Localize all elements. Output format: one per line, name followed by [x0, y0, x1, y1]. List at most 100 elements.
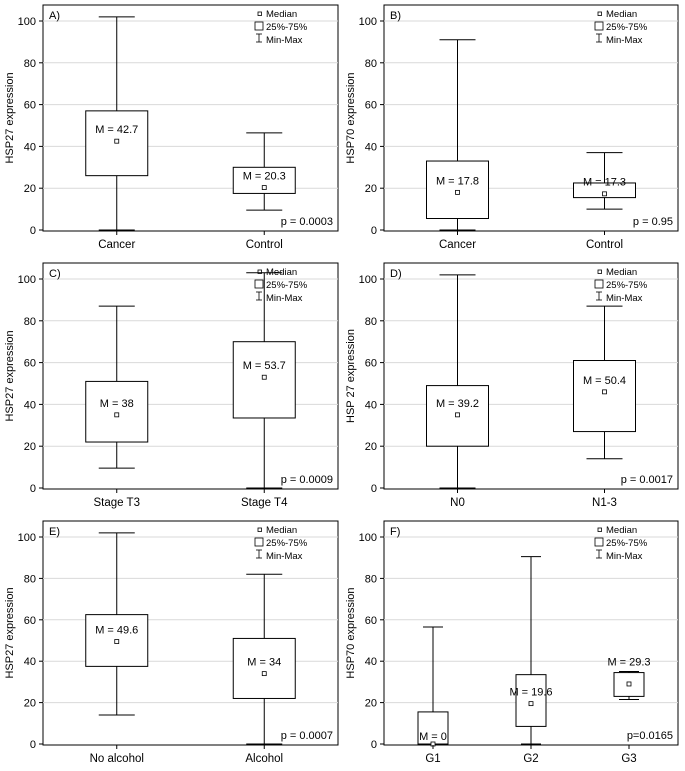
legend-box-marker [594, 279, 604, 289]
legend-box-label: 25%-75% [266, 538, 308, 549]
median-marker [602, 389, 607, 395]
legend-whisker-label: Min-Max [606, 35, 643, 46]
legend-box-label: 25%-75% [266, 22, 308, 33]
p-value-label: p = 0.0007 [281, 730, 333, 742]
box-g3: M = 29.3 G3 [607, 657, 650, 765]
median-marker [114, 412, 120, 418]
y-tick-label: 40 [365, 399, 377, 411]
y-tick-label: 60 [24, 615, 36, 627]
panel-f: 0 20 40 60 80 100 HSP70 expression F) Median 25%-… [345, 520, 679, 765]
y-tick-label: 100 [18, 532, 36, 544]
median-marker [455, 412, 460, 418]
legend-box-marker [254, 279, 264, 289]
y-tick-label: 20 [365, 698, 377, 710]
x-tick-label: Cancer [98, 239, 135, 251]
legend-whisker-label: Min-Max [266, 551, 303, 562]
median-marker [626, 681, 632, 687]
x-tick-label: N0 [450, 497, 465, 509]
legend-median-marker [257, 11, 262, 16]
y-tick-label: 80 [24, 573, 36, 585]
panel-a: 0 20 40 60 80 100 HSP27 expression A) Median 25%-… [4, 4, 339, 251]
box-control: M = 20.3 Control [232, 132, 296, 251]
p-value-label: p = 0.0003 [281, 216, 333, 228]
mean-label: M = 0 [419, 731, 447, 743]
median-marker [602, 191, 607, 197]
box-no-alcohol: M = 49.6 No alcohol [85, 532, 149, 765]
x-tick-label: G3 [621, 753, 636, 765]
iqr-box [573, 182, 636, 199]
legend-median-marker [257, 269, 262, 274]
legend-box-label: 25%-75% [606, 280, 648, 291]
iqr-box [426, 160, 489, 220]
legend-box-label: 25%-75% [606, 22, 648, 33]
legend-median-label: Median [606, 525, 637, 536]
x-tick-label: Alcohol [245, 753, 283, 765]
panel-d: 0 20 40 60 80 100 HSP 27 expression D) Median 25%… [345, 262, 679, 509]
mean-label: M = 53.7 [243, 360, 286, 372]
legend-whisker-label: Min-Max [266, 35, 303, 46]
box-control: M = 17.3 Control [573, 152, 636, 251]
x-tick-label: Cancer [439, 239, 476, 251]
mean-label: M = 50.4 [583, 375, 626, 387]
box-cancer: M = 17.8 Cancer [426, 39, 489, 251]
median-marker [455, 189, 460, 195]
median-marker [261, 374, 267, 380]
legend-median-label: Median [606, 267, 637, 278]
box-stage-t4: M = 53.7 Stage T4 [232, 272, 296, 509]
y-tick-label: 0 [30, 483, 36, 495]
y-tick-label: 20 [24, 698, 36, 710]
x-tick-label: N1-3 [592, 497, 617, 509]
legend-median-marker [597, 527, 602, 532]
p-value-label: p = 0.0009 [281, 474, 333, 486]
y-tick-label: 100 [359, 532, 377, 544]
panel-label: B) [390, 10, 401, 22]
iqr-box [232, 637, 296, 699]
median-marker [114, 138, 120, 144]
panel-label: A) [49, 10, 60, 22]
mean-label: M = 19.6 [509, 687, 552, 699]
box-stage-t3: M = 38 Stage T3 [85, 305, 149, 509]
panel-label: C) [49, 268, 61, 280]
box-g2: M = 19.6 G2 [509, 556, 553, 765]
y-tick-label: 80 [365, 58, 377, 70]
y-axis-label: HSP27 expression [4, 587, 16, 678]
y-axis-label: HSP70 expression [345, 587, 357, 678]
panel-label: E) [49, 526, 60, 538]
y-tick-label: 80 [24, 316, 36, 328]
y-tick-label: 40 [24, 656, 36, 668]
panel-label: F) [390, 526, 400, 538]
p-value-label: p = 0.0017 [621, 474, 673, 486]
legend-median-label: Median [606, 9, 637, 20]
legend-box-marker [254, 21, 264, 31]
iqr-box [573, 360, 636, 433]
mean-label: M = 17.3 [583, 176, 626, 188]
legend-whisker-label: Min-Max [266, 293, 303, 304]
y-tick-label: 100 [359, 16, 377, 28]
mean-label: M = 38 [100, 398, 134, 410]
y-tick-label: 20 [24, 441, 36, 453]
mean-label: M = 42.7 [95, 124, 138, 136]
x-tick-label: G2 [523, 753, 538, 765]
box-n0: M = 39.2 N0 [426, 274, 489, 509]
y-tick-label: 60 [24, 100, 36, 112]
box-n1-3: M = 50.4 N1-3 [573, 305, 636, 509]
x-tick-label: Stage T3 [94, 497, 140, 509]
panel-b: 0 20 40 60 80 100 HSP70 expression B) Median 25%-… [345, 4, 679, 251]
legend-median-label: Median [266, 9, 297, 20]
box-g1: M = 0 G1 [417, 626, 449, 765]
legend-box-marker [254, 537, 264, 547]
box-cancer: M = 42.7 Cancer [85, 16, 149, 251]
median-marker [528, 701, 534, 707]
y-tick-label: 100 [359, 274, 377, 286]
median-marker [261, 671, 267, 677]
y-tick-label: 60 [365, 358, 377, 370]
mean-label: M = 20.3 [243, 171, 286, 183]
y-tick-label: 0 [30, 225, 36, 237]
y-tick-label: 40 [365, 141, 377, 153]
y-tick-label: 80 [24, 58, 36, 70]
panel-e: 0 20 40 60 80 100 HSP27 expression E) Median 25%-… [4, 520, 339, 765]
x-tick-label: Control [586, 239, 623, 251]
y-tick-label: 20 [365, 441, 377, 453]
legend-box-label: 25%-75% [606, 538, 648, 549]
y-tick-label: 20 [24, 183, 36, 195]
